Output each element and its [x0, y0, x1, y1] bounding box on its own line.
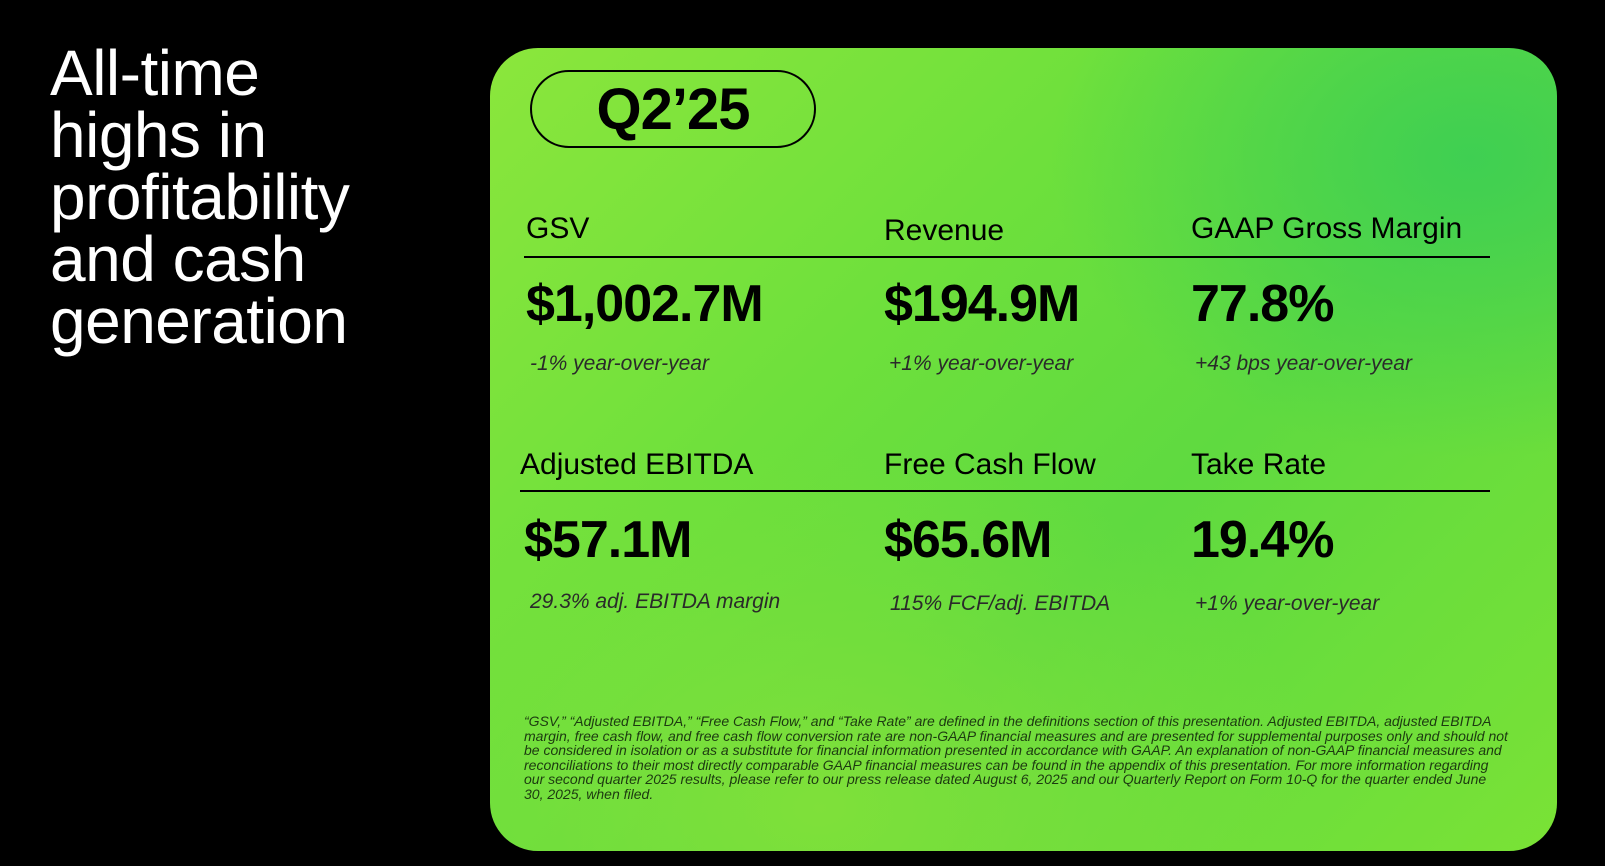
metric-adjusted-ebitda: Adjusted EBITDA	[520, 448, 753, 482]
headline-line: generation	[50, 285, 348, 357]
metric-gross-margin: GAAP Gross Margin	[1191, 212, 1462, 246]
metric-value: 19.4%	[1191, 511, 1334, 569]
row-divider	[524, 256, 1490, 258]
metric-value: $194.9M	[884, 275, 1080, 333]
disclaimer-footnote: “GSV,” “Adjusted EBITDA,” “Free Cash Flo…	[524, 713, 1508, 802]
metrics-card: Q2’25 GSV Revenue GAAP Gross Margin $1,0…	[490, 48, 1557, 851]
metric-note: 115% FCF/adj. EBITDA	[890, 592, 1111, 615]
metric-label: Take Rate	[1191, 448, 1327, 481]
metric-note: 29.3% adj. EBITDA margin	[530, 590, 781, 613]
metric-note: +1% year-over-year	[1195, 592, 1380, 615]
headline-line: profitability	[50, 161, 350, 233]
metric-free-cash-flow: Free Cash Flow	[884, 448, 1096, 482]
metric-value: 77.8%	[1191, 275, 1334, 333]
quarter-badge: Q2’25	[530, 70, 816, 148]
row-divider	[520, 490, 1490, 492]
metric-value: $1,002.7M	[526, 275, 764, 333]
metric-note: +43 bps year-over-year	[1195, 352, 1412, 375]
headline-line: highs in	[50, 99, 267, 171]
headline-line: All-time	[50, 37, 260, 109]
metric-label: GSV	[526, 212, 590, 245]
metric-gsv: GSV	[526, 212, 589, 246]
metric-take-rate: Take Rate	[1191, 448, 1326, 482]
metric-label: Free Cash Flow	[884, 448, 1096, 481]
page-headline: All-time highs in profitability and cash…	[50, 37, 450, 357]
headline-line: and cash	[50, 223, 306, 295]
metric-label: Revenue	[884, 214, 1005, 247]
metric-revenue: Revenue	[884, 214, 1004, 248]
metric-note: -1% year-over-year	[530, 352, 709, 375]
metric-value: $57.1M	[524, 511, 692, 569]
metric-label: GAAP Gross Margin	[1191, 212, 1463, 245]
metric-label: Adjusted EBITDA	[520, 448, 754, 481]
metric-note: +1% year-over-year	[889, 352, 1074, 375]
metric-value: $65.6M	[884, 511, 1052, 569]
